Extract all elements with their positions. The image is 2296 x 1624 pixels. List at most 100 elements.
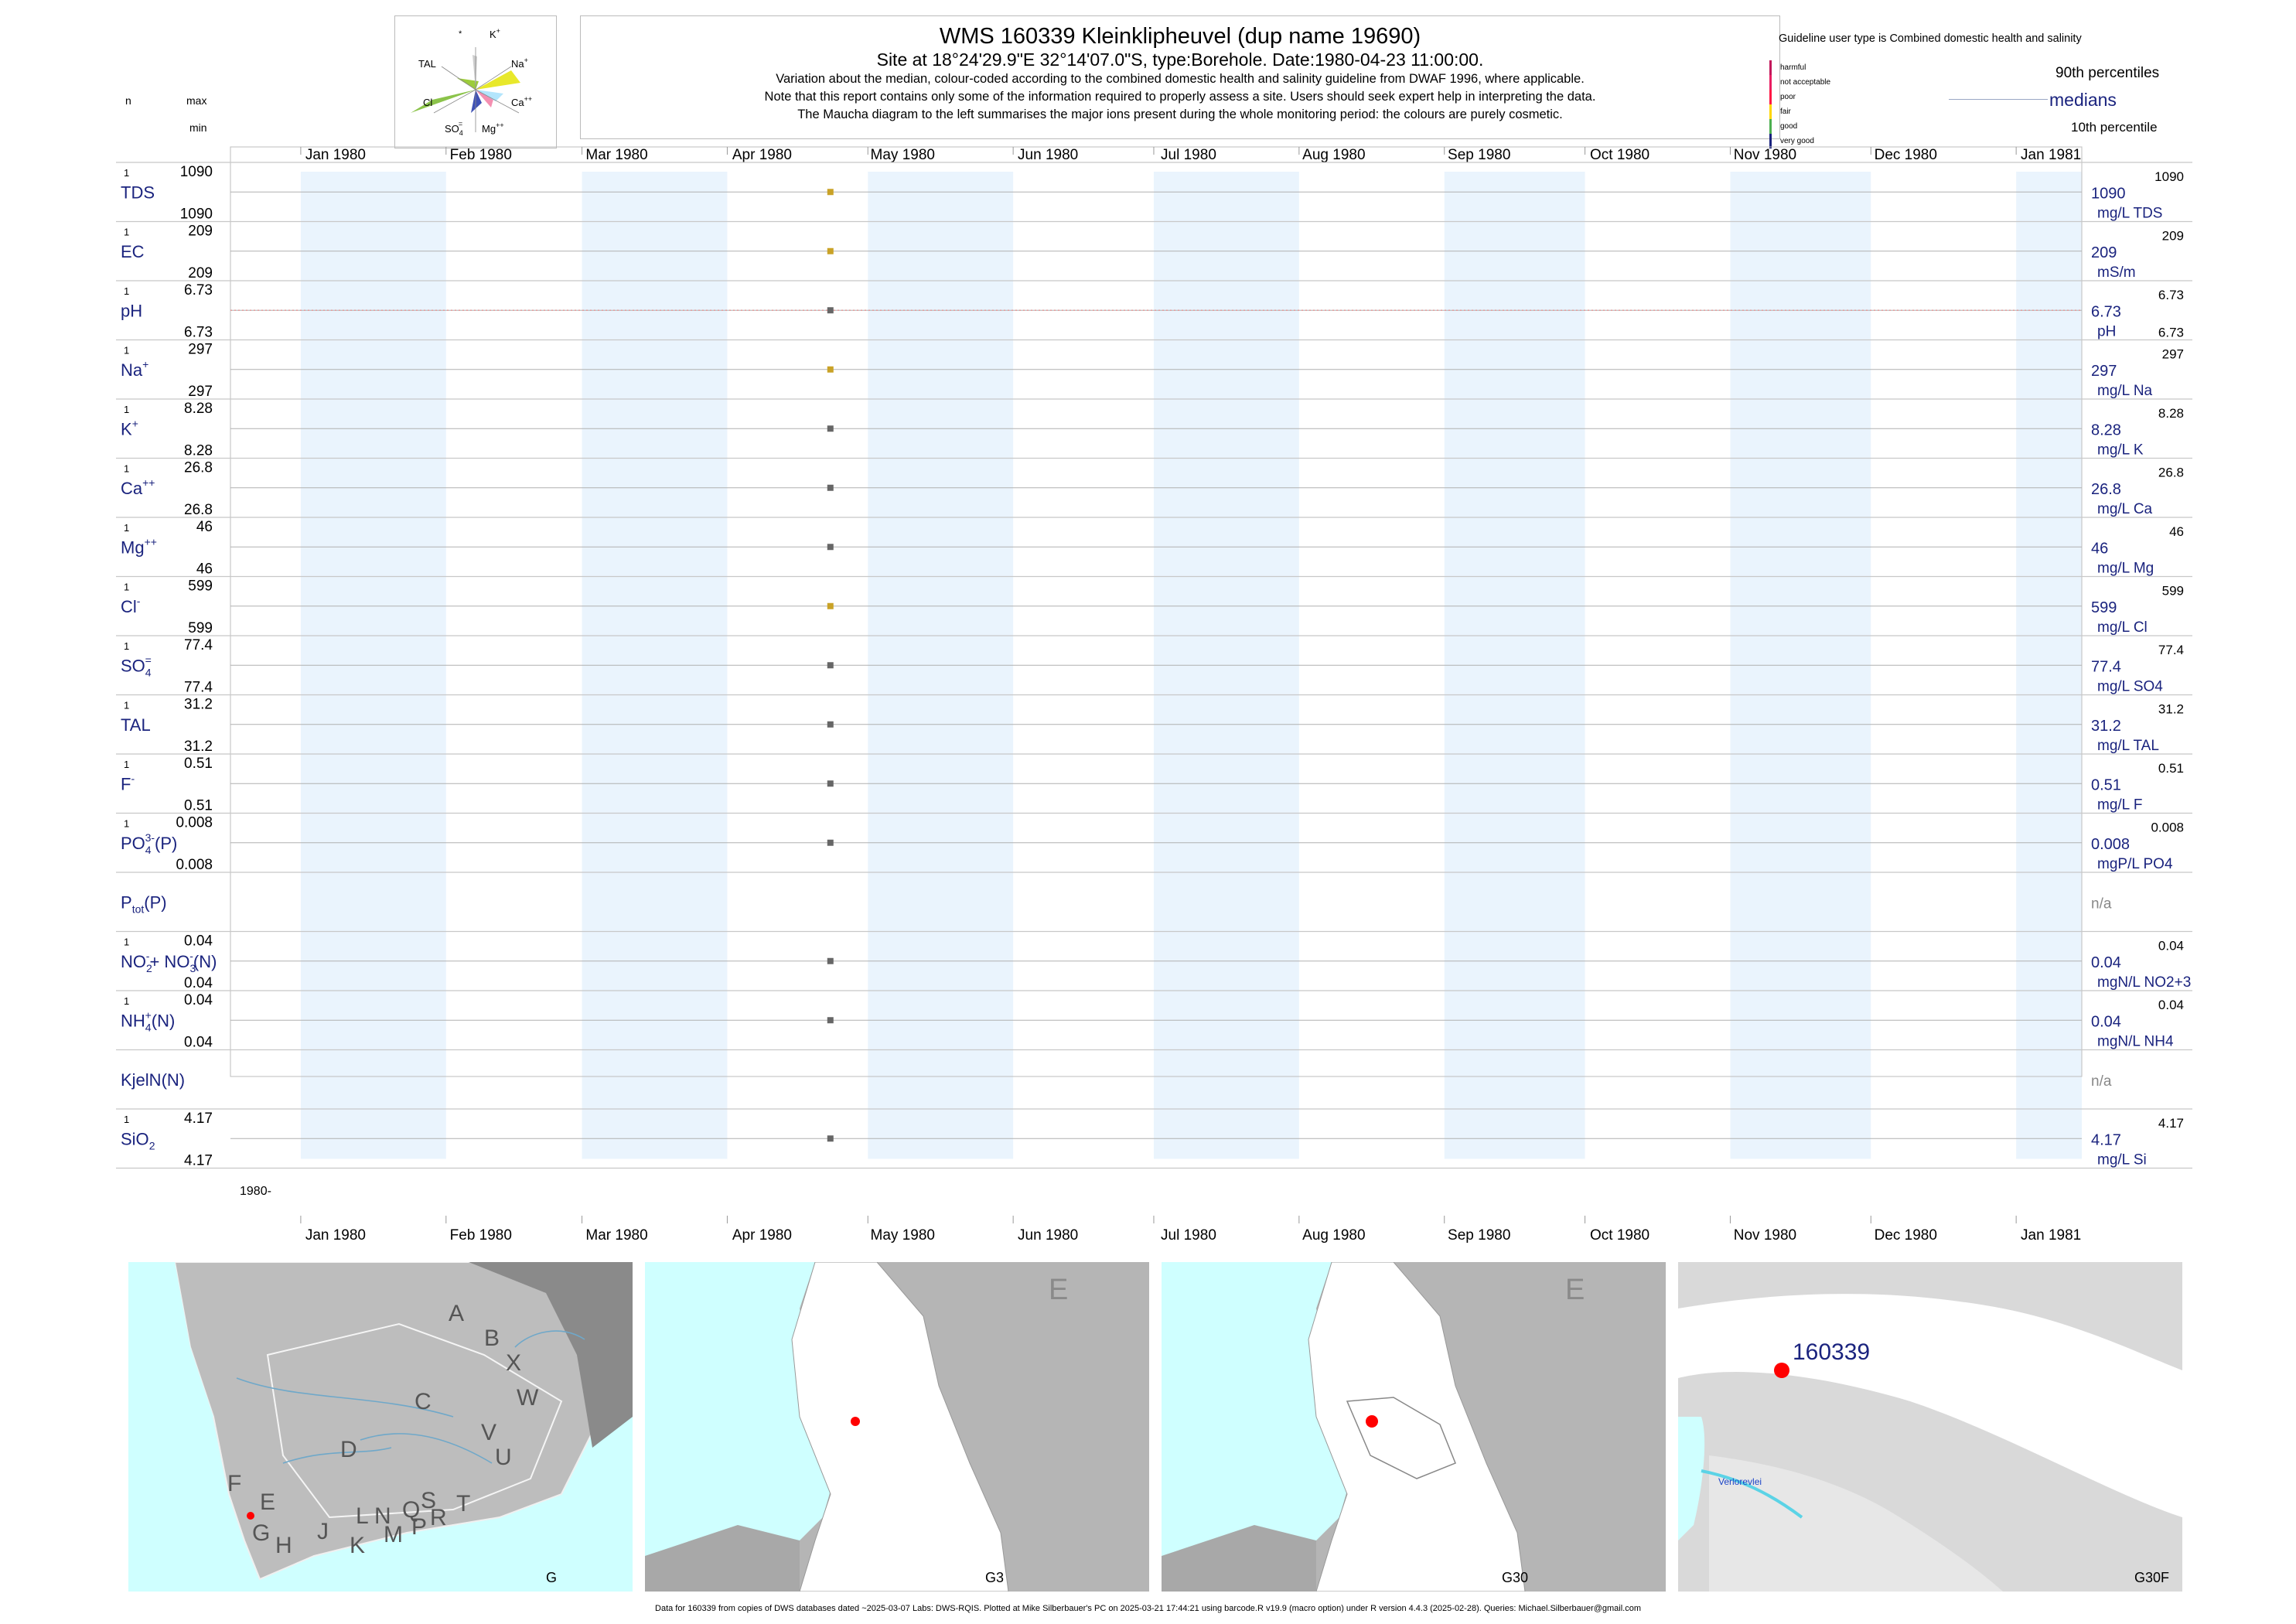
x-tick-label-top: Nov 1980 bbox=[1734, 147, 1796, 163]
map-g30-svg: E G30 bbox=[1162, 1262, 1666, 1592]
param-label: F- bbox=[121, 772, 135, 793]
row-p90: 77.4 bbox=[2158, 643, 2184, 657]
row-unit: mg/L Ca bbox=[2097, 501, 2153, 517]
legend-class-4: good bbox=[1769, 119, 1862, 134]
row-median: 1090 bbox=[2091, 185, 2126, 202]
map-g3-svg: E G3 bbox=[645, 1262, 1149, 1592]
legend-class-1: not acceptable bbox=[1769, 75, 1862, 90]
footer: Data for 160339 from copies of DWS datab… bbox=[655, 1604, 1641, 1613]
row-n: 1 bbox=[124, 522, 129, 534]
row-min: 1090 bbox=[180, 206, 213, 223]
map-g-letter: C bbox=[415, 1389, 432, 1414]
row-max: 209 bbox=[188, 223, 213, 240]
maucha-cl-label: Cl bbox=[423, 97, 432, 108]
row-n: 1 bbox=[124, 818, 129, 830]
map-g-letter: W bbox=[517, 1385, 539, 1411]
legend-class-5: very good bbox=[1769, 134, 1862, 148]
row-max: 46 bbox=[196, 519, 213, 535]
row-3: Na+1 297 297 297 mg/L Na 297 bbox=[116, 342, 2192, 400]
map-g3-caption: G3 bbox=[985, 1570, 1004, 1585]
row-n: 1 bbox=[124, 937, 129, 948]
row-min: 599 bbox=[188, 620, 213, 636]
row-max: 8.28 bbox=[184, 401, 213, 417]
legend-class-label: good bbox=[1780, 122, 1798, 131]
map-g-letter: B bbox=[484, 1325, 500, 1351]
plot-frame bbox=[230, 146, 2083, 1077]
row-min: 46 bbox=[196, 561, 213, 578]
map-g-letter: M bbox=[384, 1522, 403, 1547]
row-unit: mgP/L PO4 bbox=[2097, 856, 2173, 872]
row-max: 6.73 bbox=[184, 282, 213, 299]
maucha-so4-label: SO4= bbox=[445, 120, 463, 137]
data-point bbox=[827, 780, 834, 787]
data-point bbox=[827, 602, 834, 609]
row-p90: 209 bbox=[2162, 229, 2184, 244]
row-min: 4.17 bbox=[184, 1153, 213, 1169]
map-g3-region: E bbox=[1049, 1274, 1068, 1306]
row-p90: 1090 bbox=[2154, 169, 2184, 184]
row-median: 0.51 bbox=[2091, 776, 2121, 793]
row-median: 8.28 bbox=[2091, 421, 2121, 438]
row-max: 26.8 bbox=[184, 460, 213, 476]
row-unit: mg/L Na bbox=[2097, 383, 2153, 399]
param-label: Ptot(P) bbox=[121, 892, 167, 915]
row-unit: mg/L TAL bbox=[2097, 738, 2159, 754]
x-tick-label-top: Oct 1980 bbox=[1590, 147, 1650, 163]
water-quality-chart: Jan 1980 Jan 1980 Feb 1980 Feb 1980 Mar 1980… bbox=[116, 146, 2192, 1244]
map-g-letter: F bbox=[227, 1471, 241, 1496]
maucha-na-label: Na+ bbox=[511, 56, 528, 70]
row-p90: 297 bbox=[2162, 347, 2184, 362]
site-line: Site at 18°24'29.9"E 32°14'07.0"S, type:… bbox=[876, 49, 1484, 70]
x-tick-label-bottom: Sep 1980 bbox=[1448, 1227, 1510, 1244]
row-min: 31.2 bbox=[184, 739, 213, 755]
param-label: KjelN(N) bbox=[121, 1070, 185, 1090]
legend-swatch bbox=[1769, 75, 1772, 90]
row-min: 0.04 bbox=[184, 975, 213, 991]
row-p90: 0.04 bbox=[2158, 939, 2184, 954]
row-max: 297 bbox=[188, 342, 213, 358]
row-min: 26.8 bbox=[184, 502, 213, 518]
data-point bbox=[827, 839, 834, 846]
row-max: 0.008 bbox=[176, 815, 213, 831]
row-max: 31.2 bbox=[184, 697, 213, 713]
map-g-letter: P bbox=[411, 1514, 427, 1540]
row-11: PO43-(P)1 0.008 0.008 0.008 mgP/L PO4 0.008 bbox=[116, 815, 2192, 873]
col-header-n: n bbox=[125, 94, 131, 107]
maucha-ca-label: Ca++ bbox=[511, 95, 532, 108]
row-p10: 6.73 bbox=[2158, 326, 2184, 340]
row-median-na: n/a bbox=[2091, 1073, 2112, 1090]
row-unit: mgN/L NH4 bbox=[2097, 1033, 2174, 1049]
note-line-3: The Maucha diagram to the left summarise… bbox=[797, 107, 1563, 121]
row-p90: 26.8 bbox=[2158, 466, 2184, 480]
col-header-max: max bbox=[186, 94, 207, 107]
legend-swatch bbox=[1769, 104, 1772, 119]
legend-class-0: harmful bbox=[1769, 60, 1862, 75]
x-tick-label-top: Dec 1980 bbox=[1875, 147, 1937, 163]
map-g-letter: K bbox=[350, 1533, 365, 1558]
map-g30f-svg: 160339 Verlorevlei G30F bbox=[1678, 1262, 2182, 1592]
x-tick-label-bottom: Jul 1980 bbox=[1161, 1227, 1216, 1244]
row-unit: mS/m bbox=[2097, 264, 2136, 281]
row-max: 77.4 bbox=[184, 637, 213, 653]
title-box: WMS 160339 Kleinklipheuvel (dup name 196… bbox=[580, 15, 1780, 139]
data-point bbox=[827, 484, 834, 491]
row-median: 0.04 bbox=[2091, 1013, 2121, 1030]
legend-class-label: not acceptable bbox=[1780, 78, 1831, 87]
x-tick-label-top: Sep 1980 bbox=[1448, 147, 1510, 163]
row-p90: 0.008 bbox=[2151, 821, 2184, 835]
map-g30-region: E bbox=[1565, 1274, 1585, 1306]
x-tick-label-bottom: Dec 1980 bbox=[1875, 1227, 1937, 1244]
legend-swatch bbox=[1769, 119, 1772, 134]
row-n: 1 bbox=[124, 582, 129, 593]
param-label: Mg++ bbox=[121, 535, 157, 557]
row-n: 1 bbox=[124, 404, 129, 415]
legend-class-3: fair bbox=[1769, 104, 1862, 119]
legend-p10: 10th percentile bbox=[2071, 120, 2158, 135]
row-max: 0.04 bbox=[184, 933, 213, 950]
x-tick-label-bottom: Nov 1980 bbox=[1734, 1227, 1796, 1244]
legend-class-label: fair bbox=[1780, 107, 1791, 116]
x-tick-label-bottom: Feb 1980 bbox=[450, 1227, 512, 1244]
param-label: TAL bbox=[121, 715, 151, 735]
x-tick-label-top: May 1980 bbox=[871, 147, 935, 163]
